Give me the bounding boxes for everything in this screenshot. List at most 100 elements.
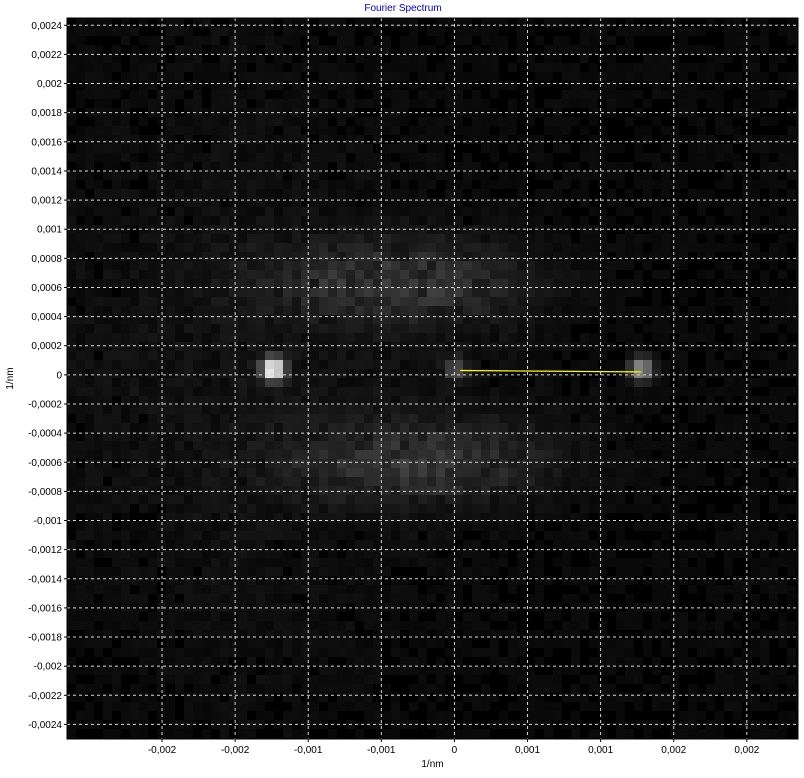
heatmap-cell [292, 324, 301, 333]
heatmap-cell [202, 693, 211, 702]
heatmap-cell [589, 432, 598, 441]
heatmap-cell [193, 603, 202, 612]
heatmap-cell [454, 180, 463, 189]
heatmap-cell [319, 585, 328, 594]
heatmap-cell [436, 423, 445, 432]
heatmap-cell [373, 594, 382, 603]
heatmap-cell [463, 207, 472, 216]
heatmap-cell [724, 387, 733, 396]
heatmap-cell [436, 126, 445, 135]
heatmap-cell [454, 423, 463, 432]
heatmap-cell [598, 441, 607, 450]
heatmap-cell [553, 405, 562, 414]
heatmap-cell [184, 117, 193, 126]
heatmap-cell [373, 243, 382, 252]
heatmap-cell [211, 162, 220, 171]
heatmap-cell [526, 387, 535, 396]
heatmap-cell [589, 225, 598, 234]
heatmap-cell [355, 306, 364, 315]
heatmap-cell [193, 639, 202, 648]
heatmap-cell [121, 468, 130, 477]
heatmap-cell [247, 693, 256, 702]
heatmap-cell [310, 612, 319, 621]
heatmap-cell [76, 477, 85, 486]
heatmap-cell [517, 423, 526, 432]
heatmap-cell [769, 585, 778, 594]
heatmap-cell [211, 198, 220, 207]
heatmap-cell [175, 621, 184, 630]
heatmap-cell [463, 567, 472, 576]
heatmap-cell [778, 315, 787, 324]
heatmap-cell [283, 342, 292, 351]
heatmap-cell [427, 558, 436, 567]
heatmap-cell [319, 297, 328, 306]
heatmap-cell [625, 576, 634, 585]
heatmap-cell [445, 180, 454, 189]
heatmap-cell [202, 531, 211, 540]
heatmap-cell [67, 279, 76, 288]
heatmap-cell [589, 342, 598, 351]
heatmap-cell [580, 45, 589, 54]
heatmap-cell [211, 135, 220, 144]
heatmap-cell [238, 126, 247, 135]
heatmap-cell [193, 648, 202, 657]
heatmap-cell [94, 612, 103, 621]
heatmap-cell [103, 216, 112, 225]
heatmap-cell [67, 198, 76, 207]
heatmap-cell [688, 135, 697, 144]
heatmap-cell [742, 378, 751, 387]
heatmap-cell [625, 621, 634, 630]
heatmap-cell [94, 450, 103, 459]
heatmap-cell [598, 216, 607, 225]
heatmap-cell [463, 612, 472, 621]
heatmap-cell [85, 378, 94, 387]
heatmap-cell [670, 234, 679, 243]
heatmap-cell [472, 99, 481, 108]
heatmap-cell [463, 504, 472, 513]
heatmap-cell [265, 360, 274, 369]
heatmap-cell [427, 486, 436, 495]
heatmap-cell [121, 648, 130, 657]
heatmap-cell [436, 450, 445, 459]
heatmap-cell [103, 207, 112, 216]
heatmap-cell [346, 63, 355, 72]
heatmap-cell [166, 387, 175, 396]
heatmap-cell [571, 513, 580, 522]
heatmap-cell [301, 621, 310, 630]
heatmap-cell [103, 441, 112, 450]
heatmap-cell [76, 333, 85, 342]
heatmap-cell [67, 459, 76, 468]
heatmap-cell [517, 261, 526, 270]
heatmap-cell [544, 639, 553, 648]
heatmap-cell [301, 342, 310, 351]
heatmap-cell [301, 360, 310, 369]
heatmap-cell [175, 396, 184, 405]
heatmap-cell [733, 297, 742, 306]
heatmap-cell [751, 306, 760, 315]
heatmap-cell [589, 72, 598, 81]
heatmap-cell [310, 594, 319, 603]
heatmap-cell [364, 441, 373, 450]
heatmap-cell [265, 432, 274, 441]
heatmap-cell [355, 558, 364, 567]
heatmap-cell [661, 342, 670, 351]
heatmap-cell [220, 495, 229, 504]
heatmap-cell [562, 495, 571, 504]
heatmap-cell [103, 54, 112, 63]
heatmap-cell [292, 468, 301, 477]
heatmap-cell [184, 180, 193, 189]
heatmap-cell [238, 684, 247, 693]
heatmap-cell [292, 117, 301, 126]
heatmap-cell [679, 360, 688, 369]
heatmap-cell [598, 270, 607, 279]
heatmap-cell [391, 81, 400, 90]
heatmap-cell [535, 450, 544, 459]
heatmap-cell [661, 378, 670, 387]
heatmap-cell [715, 153, 724, 162]
heatmap-cell [481, 333, 490, 342]
heatmap-cell [184, 54, 193, 63]
heatmap-cell [256, 279, 265, 288]
heatmap-cell [355, 279, 364, 288]
heatmap-cell [229, 54, 238, 63]
heatmap-cell [211, 333, 220, 342]
